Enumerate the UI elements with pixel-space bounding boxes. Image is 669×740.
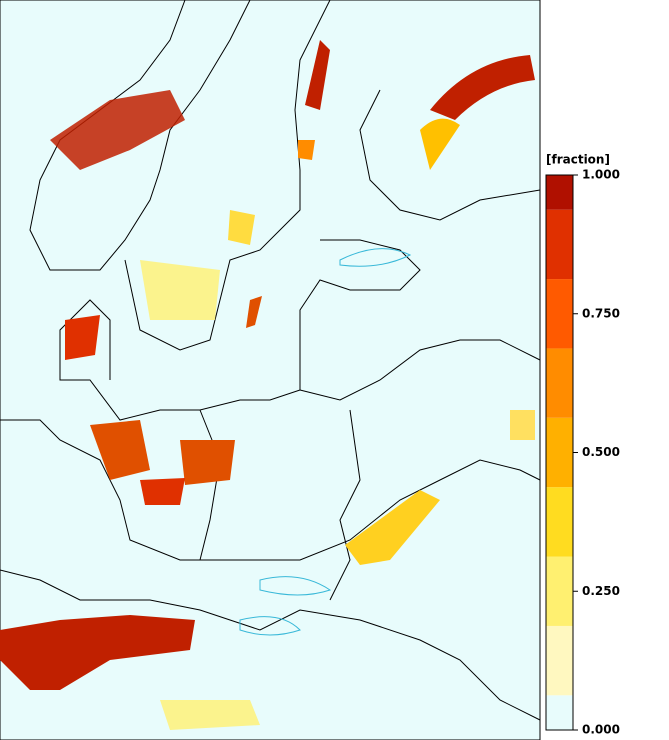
colorbar-tick-label: 1.000	[582, 168, 620, 182]
field-area	[298, 140, 315, 160]
colorbar-tick-label: 0.000	[582, 723, 620, 737]
field-area	[180, 440, 235, 485]
coastline	[124, 0, 331, 351]
colorbar-tick-label: 0.250	[582, 584, 620, 598]
field-area	[50, 90, 185, 170]
field-area	[430, 55, 535, 120]
border	[299, 339, 541, 401]
field-area	[420, 118, 460, 170]
field	[0, 40, 535, 730]
colorbar-band	[546, 348, 573, 418]
field-area	[246, 296, 262, 328]
border	[0, 569, 541, 721]
coastline	[359, 89, 541, 221]
colorbar-band	[546, 209, 573, 280]
coastline	[59, 239, 421, 421]
colorbar-band	[546, 625, 573, 696]
field-area	[140, 260, 220, 320]
field-area	[510, 410, 535, 440]
colorbar-label: [fraction]	[546, 153, 610, 167]
colorbar-tick-label: 0.750	[582, 306, 620, 320]
field-area	[305, 40, 330, 110]
field-area	[0, 615, 195, 690]
field-area	[90, 420, 150, 480]
colorbar-band	[546, 487, 573, 557]
colorbar-band	[546, 417, 573, 488]
field-area	[160, 700, 260, 730]
colorbar: [fraction] 0.000 0.250 0.500 0.750 1.000	[545, 153, 620, 737]
border	[329, 409, 361, 601]
colorbar-band	[546, 279, 573, 349]
colorbar-band	[546, 556, 573, 626]
colorbar-tick-label: 0.500	[582, 445, 620, 459]
border	[0, 419, 541, 561]
map	[0, 0, 541, 740]
field-area	[140, 478, 185, 505]
field-area	[228, 210, 255, 245]
coastline	[29, 0, 251, 271]
colorbar-band	[546, 695, 573, 730]
field-area	[65, 315, 100, 360]
contour	[239, 248, 412, 636]
border	[199, 409, 221, 561]
field-area	[345, 490, 440, 565]
colorbar-band	[546, 175, 573, 210]
